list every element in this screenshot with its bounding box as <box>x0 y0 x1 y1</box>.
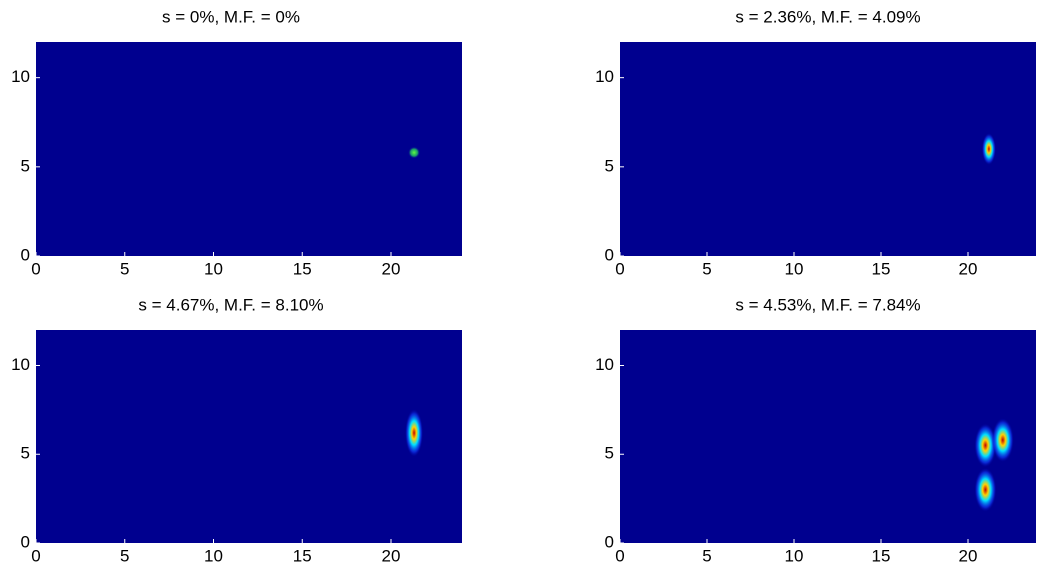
hotspot <box>405 408 424 457</box>
heatmap-background <box>620 330 1036 543</box>
x-tick-label: 10 <box>204 259 223 278</box>
hotspot <box>981 133 996 165</box>
x-tick-label: 15 <box>872 259 891 278</box>
hotspot <box>974 467 997 512</box>
y-tick-label: 5 <box>605 156 614 175</box>
x-tick-label: 0 <box>31 546 40 565</box>
chart-title: s = 4.53%, M.F. = 7.84% <box>735 295 920 314</box>
x-tick-label: 20 <box>959 546 978 565</box>
x-tick-label: 0 <box>31 259 40 278</box>
x-tick-label: 20 <box>959 259 978 278</box>
hotspot <box>974 423 997 468</box>
x-tick-label: 10 <box>785 546 804 565</box>
x-tick-label: 0 <box>615 546 624 565</box>
x-tick-label: 10 <box>204 546 223 565</box>
x-tick-label: 10 <box>785 259 804 278</box>
x-tick-label: 5 <box>702 546 711 565</box>
x-tick-label: 5 <box>702 259 711 278</box>
y-tick-label: 10 <box>595 355 614 374</box>
x-tick-label: 5 <box>120 546 129 565</box>
y-tick-label: 10 <box>595 67 614 86</box>
y-tick-label: 0 <box>21 532 30 551</box>
hotspot <box>408 146 421 159</box>
y-tick-label: 10 <box>11 355 30 374</box>
y-tick-label: 5 <box>21 156 30 175</box>
chart-title: s = 4.67%, M.F. = 8.10% <box>138 295 323 314</box>
x-tick-label: 0 <box>615 259 624 278</box>
x-tick-label: 20 <box>382 259 401 278</box>
y-tick-label: 5 <box>21 444 30 463</box>
y-tick-label: 0 <box>21 245 30 264</box>
heatmap-background <box>36 330 462 543</box>
hotspot <box>991 418 1014 463</box>
heatmap-background <box>620 42 1036 256</box>
y-tick-label: 0 <box>605 532 614 551</box>
y-tick-label: 0 <box>605 245 614 264</box>
chart-title: s = 0%, M.F. = 0% <box>162 7 300 26</box>
x-tick-label: 20 <box>382 546 401 565</box>
chart-title: s = 2.36%, M.F. = 4.09% <box>735 7 920 26</box>
x-tick-label: 15 <box>293 546 312 565</box>
y-tick-label: 10 <box>11 67 30 86</box>
x-tick-label: 15 <box>293 259 312 278</box>
x-tick-label: 5 <box>120 259 129 278</box>
x-tick-label: 15 <box>872 546 891 565</box>
y-tick-label: 5 <box>605 444 614 463</box>
heatmap-background <box>36 42 462 256</box>
